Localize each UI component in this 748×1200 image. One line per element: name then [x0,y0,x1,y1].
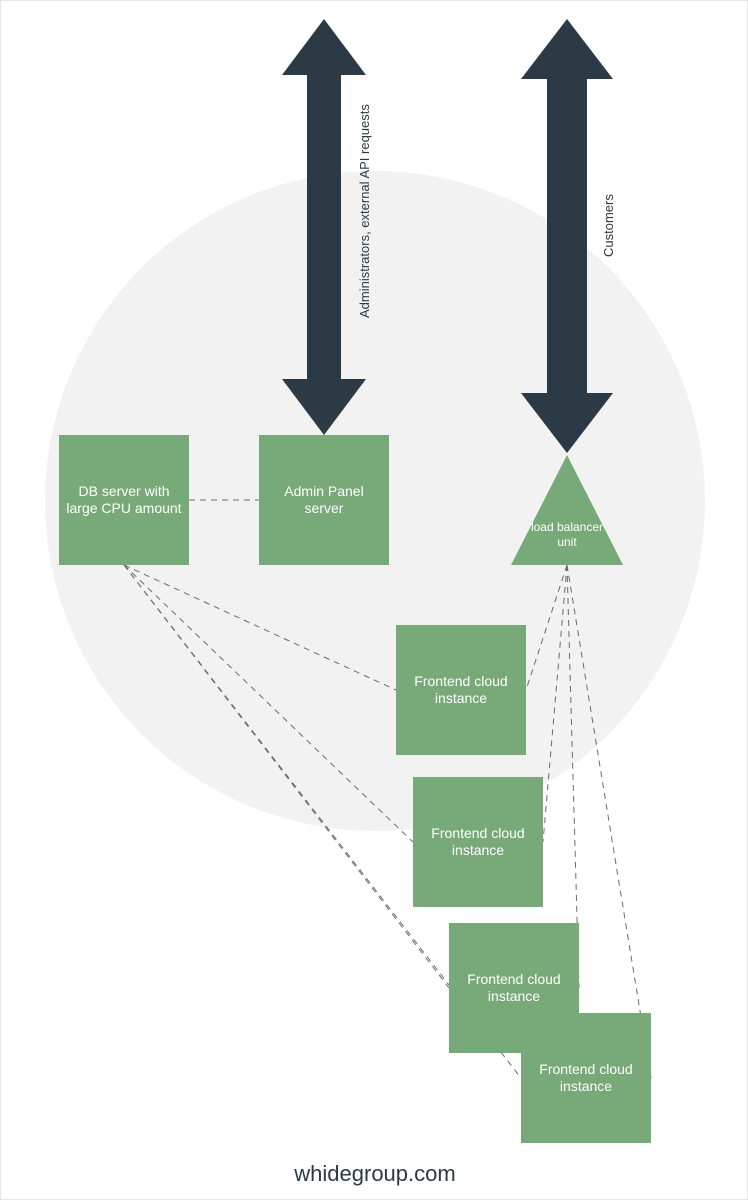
customers-vertical-label: Customers [601,176,616,276]
frontend-instance-4-node: Frontend cloud instance [521,1013,651,1143]
frontend-instance-2-node: Frontend cloud instance [413,777,543,907]
load-balancer-label: load balancer unit [522,520,612,549]
frontend-instance-2-label: Frontend cloud instance [419,825,537,860]
load-balancer-label-wrap: load balancer unit [522,505,612,566]
admin-panel-node: Admin Panel server [259,435,389,565]
db-server-label: DB server with large CPU amount [65,483,183,518]
frontend-instance-1-node: Frontend cloud instance [396,625,526,755]
frontend-instance-4-label: Frontend cloud instance [527,1061,645,1096]
db-server-node: DB server with large CPU amount [59,435,189,565]
admin-panel-label: Admin Panel server [265,483,383,518]
administrators-vertical-label: Administrators, external API requests [357,61,372,361]
frontend-instance-1-label: Frontend cloud instance [402,673,520,708]
diagram-canvas: DB server with large CPU amount Admin Pa… [0,0,748,1200]
footer-attribution: whidegroup.com [1,1161,748,1187]
frontend-instance-3-label: Frontend cloud instance [455,971,573,1006]
